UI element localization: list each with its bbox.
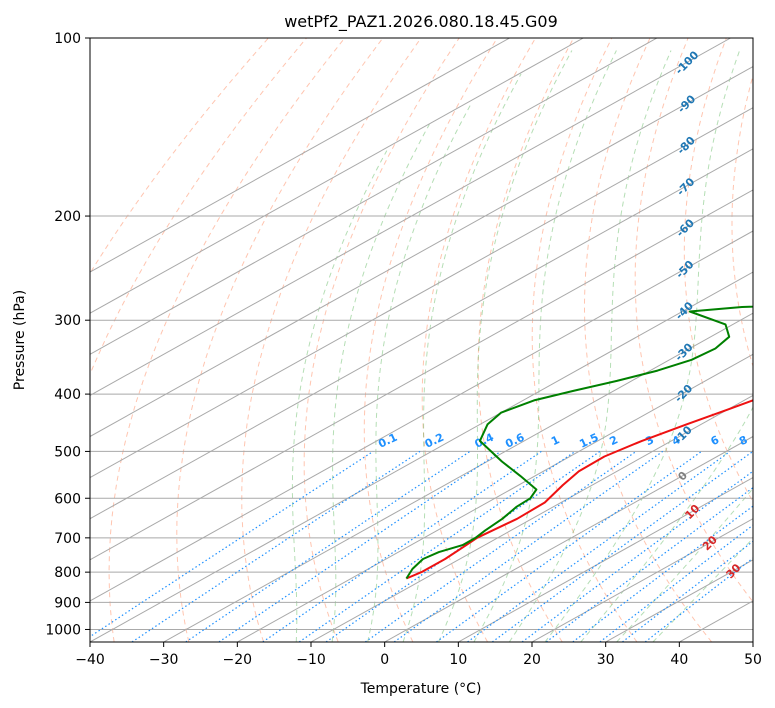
y-axis: 1000 900 800 700 600 500 400 300 200 100 <box>45 31 90 638</box>
mixing-ratio-line <box>262 450 542 642</box>
y-tick-label: 200 <box>54 209 81 225</box>
moist-adiabat <box>331 124 430 642</box>
y-tick-label: 100 <box>54 31 81 47</box>
mixing-ratio-line <box>393 450 664 642</box>
isotherm-label: 40 <box>752 586 772 606</box>
y-tick-label: 900 <box>54 595 81 611</box>
background-lines <box>90 38 753 642</box>
x-tick-label: −10 <box>296 652 326 668</box>
x-tick-label: −30 <box>149 652 179 668</box>
x-tick-label: −20 <box>223 652 253 668</box>
dry-adiabat <box>683 38 753 503</box>
moist-adiabat <box>473 50 617 642</box>
mixing-ratio-line <box>298 450 576 642</box>
isotherm-line <box>90 38 658 355</box>
dry-adiabat <box>531 38 638 642</box>
isotherm-line <box>90 38 584 314</box>
mixing-ratio-line <box>599 524 753 642</box>
temperature-profile-line <box>406 399 753 580</box>
mixing-ratio-line <box>467 450 731 642</box>
sounding-profiles <box>405 305 753 580</box>
dry-adiabat <box>176 38 384 642</box>
mixing-ratio-line <box>90 450 374 638</box>
y-tick-label: 800 <box>54 565 81 581</box>
moist-adiabat <box>438 50 573 642</box>
moist-adiabat <box>367 105 471 642</box>
x-tick-label: −40 <box>75 652 105 668</box>
mixing-ratio-line <box>131 450 421 642</box>
x-tick-label: 30 <box>597 652 615 668</box>
dry-adiabat <box>241 38 422 642</box>
isotherm-line <box>90 107 753 479</box>
moist-adiabat <box>580 406 753 642</box>
isotherm-line <box>90 38 731 396</box>
mixing-ratio-line <box>185 450 471 642</box>
moist-adiabat <box>544 50 741 642</box>
y-axis-label: Pressure (hPa) <box>12 290 28 390</box>
mixing-ratio-line <box>364 450 637 642</box>
moist-adiabat <box>291 150 388 642</box>
moist-adiabat <box>402 73 522 642</box>
isotherm-line <box>90 38 510 273</box>
isotherm-line <box>237 353 753 642</box>
x-axis: −40 −30 −20 −10 0 10 20 30 40 50 <box>75 642 762 668</box>
isotherm-line <box>90 148 753 520</box>
isotherm-line <box>310 394 753 642</box>
mixing-ratio-line <box>436 450 702 642</box>
moist-adiabat <box>652 537 753 642</box>
y-tick-label: 600 <box>54 491 81 507</box>
isotherm-line <box>531 518 753 642</box>
isotherm-line <box>458 477 753 642</box>
isotherm-line <box>90 230 753 602</box>
dry-adiabat <box>477 38 575 642</box>
y-tick-label: 1000 <box>45 622 81 638</box>
y-tick-label: 400 <box>54 387 81 403</box>
isotherm-line <box>163 312 753 642</box>
chart-title: wetPf2_PAZ1.2026.080.18.45.G09 <box>284 12 558 32</box>
x-tick-label: 20 <box>523 652 541 668</box>
x-tick-label: 40 <box>670 652 688 668</box>
x-tick-label: 10 <box>449 652 467 668</box>
isotherm-line <box>384 435 753 642</box>
mixing-ratio-line <box>491 450 753 642</box>
isotherm-line <box>90 189 753 561</box>
isotherm-line <box>752 641 753 642</box>
dry-adiabat <box>584 38 713 642</box>
y-tick-label: 700 <box>54 531 81 547</box>
dry-adiabat <box>634 38 753 603</box>
plot-frame <box>89 37 754 643</box>
dry-adiabat <box>363 38 498 642</box>
y-tick-label: 300 <box>54 313 81 329</box>
x-axis-label: Temperature (°C) <box>360 681 482 697</box>
x-tick-label: 0 <box>380 652 389 668</box>
isotherm-line <box>90 66 753 438</box>
x-tick-label: 50 <box>744 652 762 668</box>
dry-adiabat <box>421 38 536 642</box>
y-tick-label: 500 <box>54 444 81 460</box>
dry-adiabat <box>108 38 346 642</box>
dewpoint-profile-line <box>405 305 753 580</box>
mixing-ratio-label: 10 <box>756 431 775 449</box>
isotherm-line <box>90 271 753 642</box>
mixing-ratio-line <box>572 505 753 642</box>
plot-background <box>90 38 753 642</box>
